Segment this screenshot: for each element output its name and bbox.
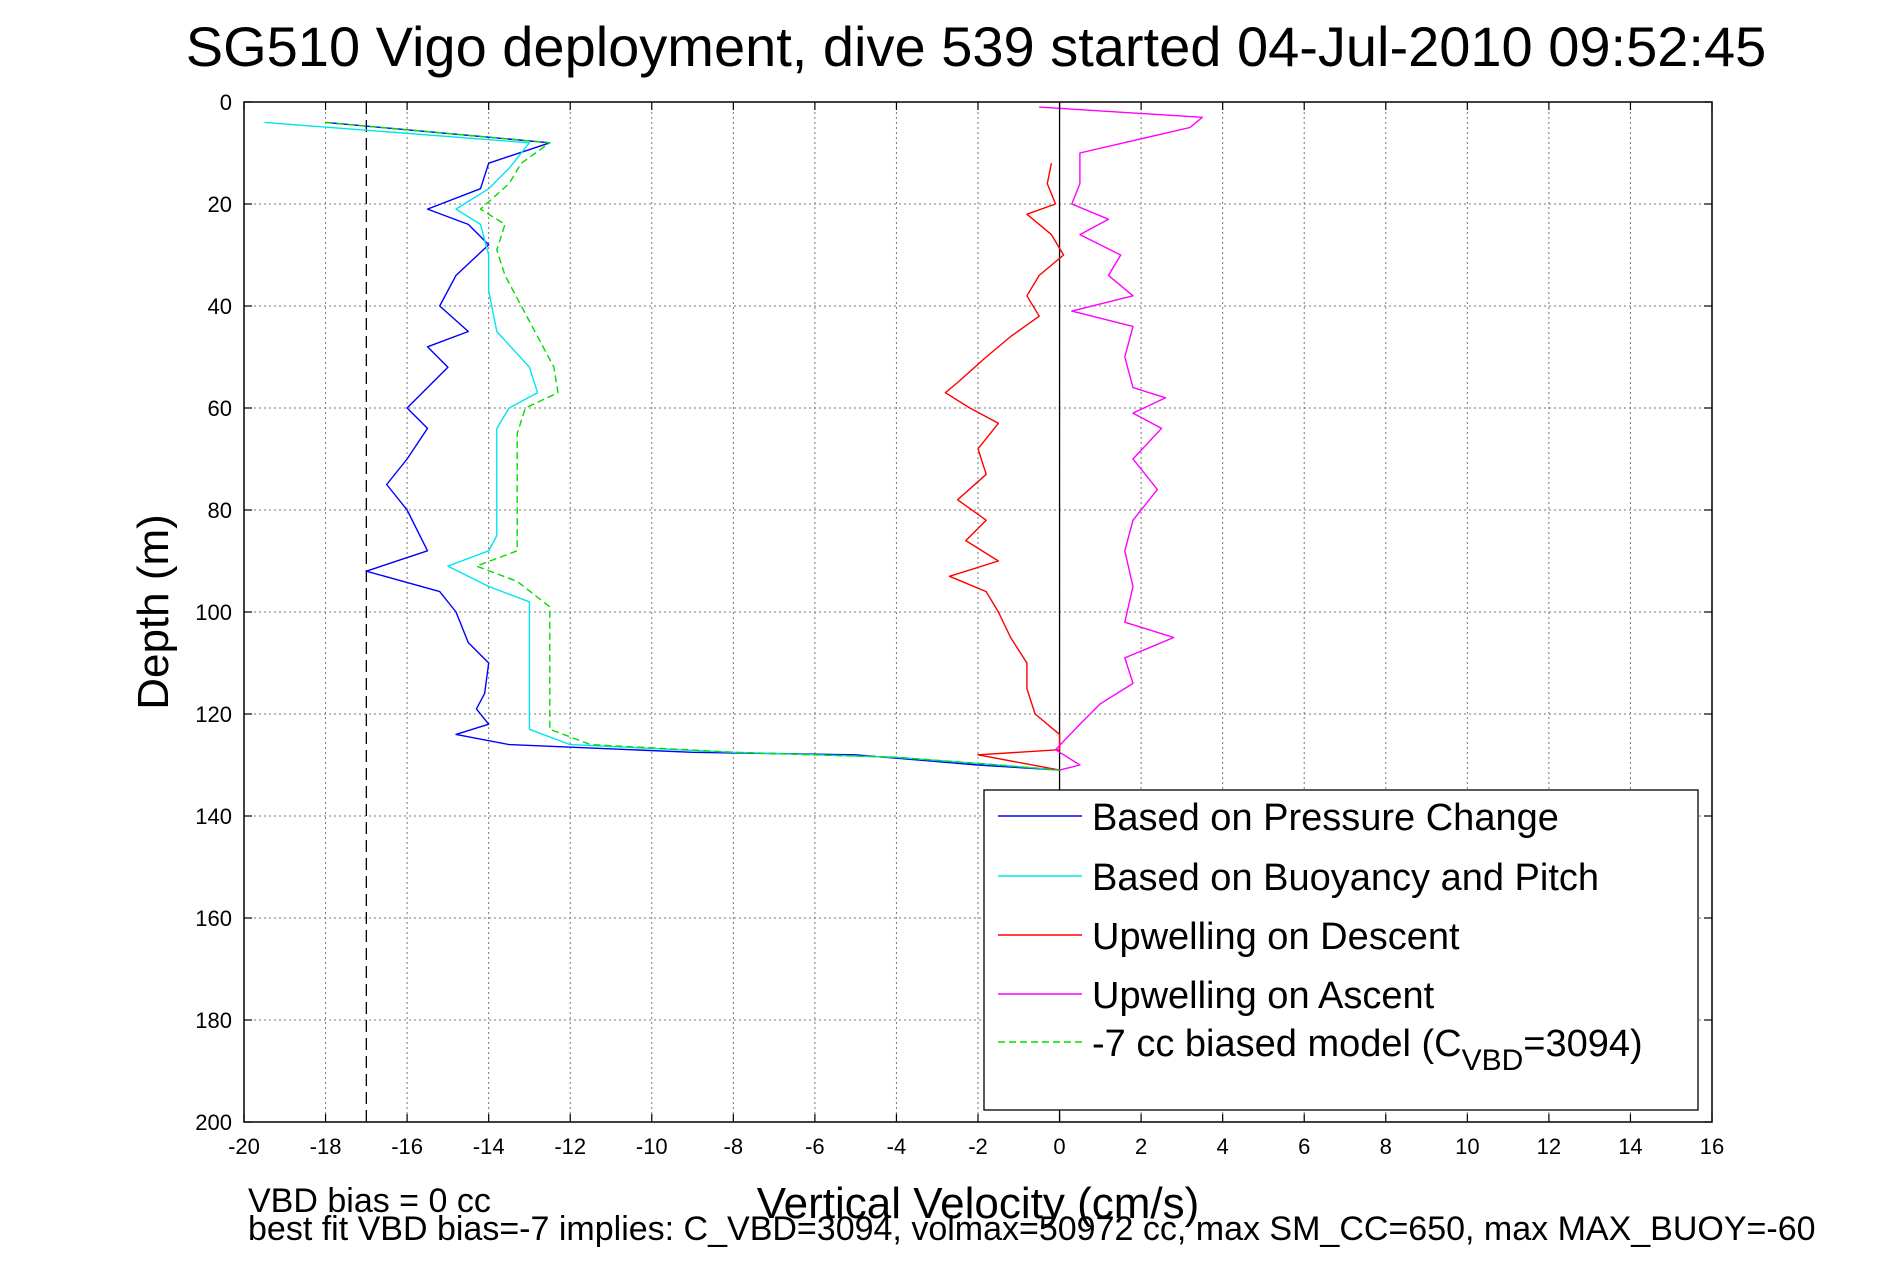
x-tick-label: 16 [1700, 1134, 1724, 1159]
y-tick-label: 0 [220, 90, 232, 115]
y-axis-label: Depth (m) [129, 514, 178, 710]
x-tick-label: -14 [473, 1134, 505, 1159]
x-tick-label: -20 [228, 1134, 260, 1159]
legend-entry-label: Based on Buoyancy and Pitch [1092, 857, 1599, 899]
chart-title: SG510 Vigo deployment, dive 539 started … [186, 15, 1767, 78]
series-group [264, 106, 1204, 771]
x-tick-label: -4 [887, 1134, 907, 1159]
y-axis-ticks: 0 20 40 60 80 100 120 140 160 180 200 [195, 90, 1712, 1135]
x-tick-label: -10 [636, 1134, 668, 1159]
y-tick-label: 160 [195, 906, 232, 931]
y-tick-label: 140 [195, 804, 232, 829]
x-tick-label: -18 [310, 1134, 342, 1159]
legend: Based on Pressure Change Based on Buoyanc… [983, 789, 1699, 1111]
legend-entry-label: -7 cc biased model (CVBD=3094) [1092, 1023, 1643, 1077]
x-tick-label: -12 [554, 1134, 586, 1159]
y-tick-label: 80 [208, 498, 232, 523]
x-tick-label: 8 [1380, 1134, 1392, 1159]
x-tick-label: 2 [1135, 1134, 1147, 1159]
y-tick-label: 180 [195, 1008, 232, 1033]
series-line [325, 121, 1060, 771]
x-tick-label: -8 [724, 1134, 744, 1159]
x-tick-label: 14 [1618, 1134, 1642, 1159]
legend-label-subscript: VBD [1462, 1044, 1524, 1077]
y-tick-label: 100 [195, 600, 232, 625]
series-line [944, 163, 1065, 771]
series-line [264, 121, 1060, 771]
series-line [325, 121, 1060, 771]
y-tick-label: 200 [195, 1110, 232, 1135]
x-tick-label: 12 [1537, 1134, 1561, 1159]
y-tick-label: 20 [208, 192, 232, 217]
y-tick-label: 60 [208, 396, 232, 421]
x-tick-label: -16 [391, 1134, 423, 1159]
x-tick-label: 6 [1298, 1134, 1310, 1159]
x-axis-ticks: -20 -18 -16 -14 -12 -10 -8 -6 -4 -2 0 2 4 6 8 10 12 14 16 [228, 102, 1724, 1159]
legend-box [983, 789, 1699, 1111]
x-tick-label: 4 [1217, 1134, 1229, 1159]
footer-vbd-bias: VBD bias = 0 cc [248, 1182, 491, 1220]
legend-entry-label: Upwelling on Descent [1092, 916, 1460, 958]
legend-entry-label: Upwelling on Ascent [1092, 975, 1435, 1017]
legend-label-main: -7 cc biased model (C [1092, 1023, 1462, 1065]
x-tick-label: -6 [805, 1134, 825, 1159]
legend-label-tail: =3094) [1523, 1023, 1642, 1065]
footer-best-fit: best fit VBD bias=-7 implies: C_VBD=3094… [248, 1210, 1816, 1248]
x-tick-label: 10 [1455, 1134, 1479, 1159]
x-tick-label: 0 [1053, 1134, 1065, 1159]
x-axis-label: Vertical Velocity (cm/s) [757, 1179, 1200, 1228]
legend-entry-label: Based on Pressure Change [1092, 797, 1559, 839]
series-line [1039, 106, 1204, 771]
y-tick-label: 120 [195, 702, 232, 727]
y-tick-label: 40 [208, 294, 232, 319]
x-tick-label: -2 [968, 1134, 988, 1159]
